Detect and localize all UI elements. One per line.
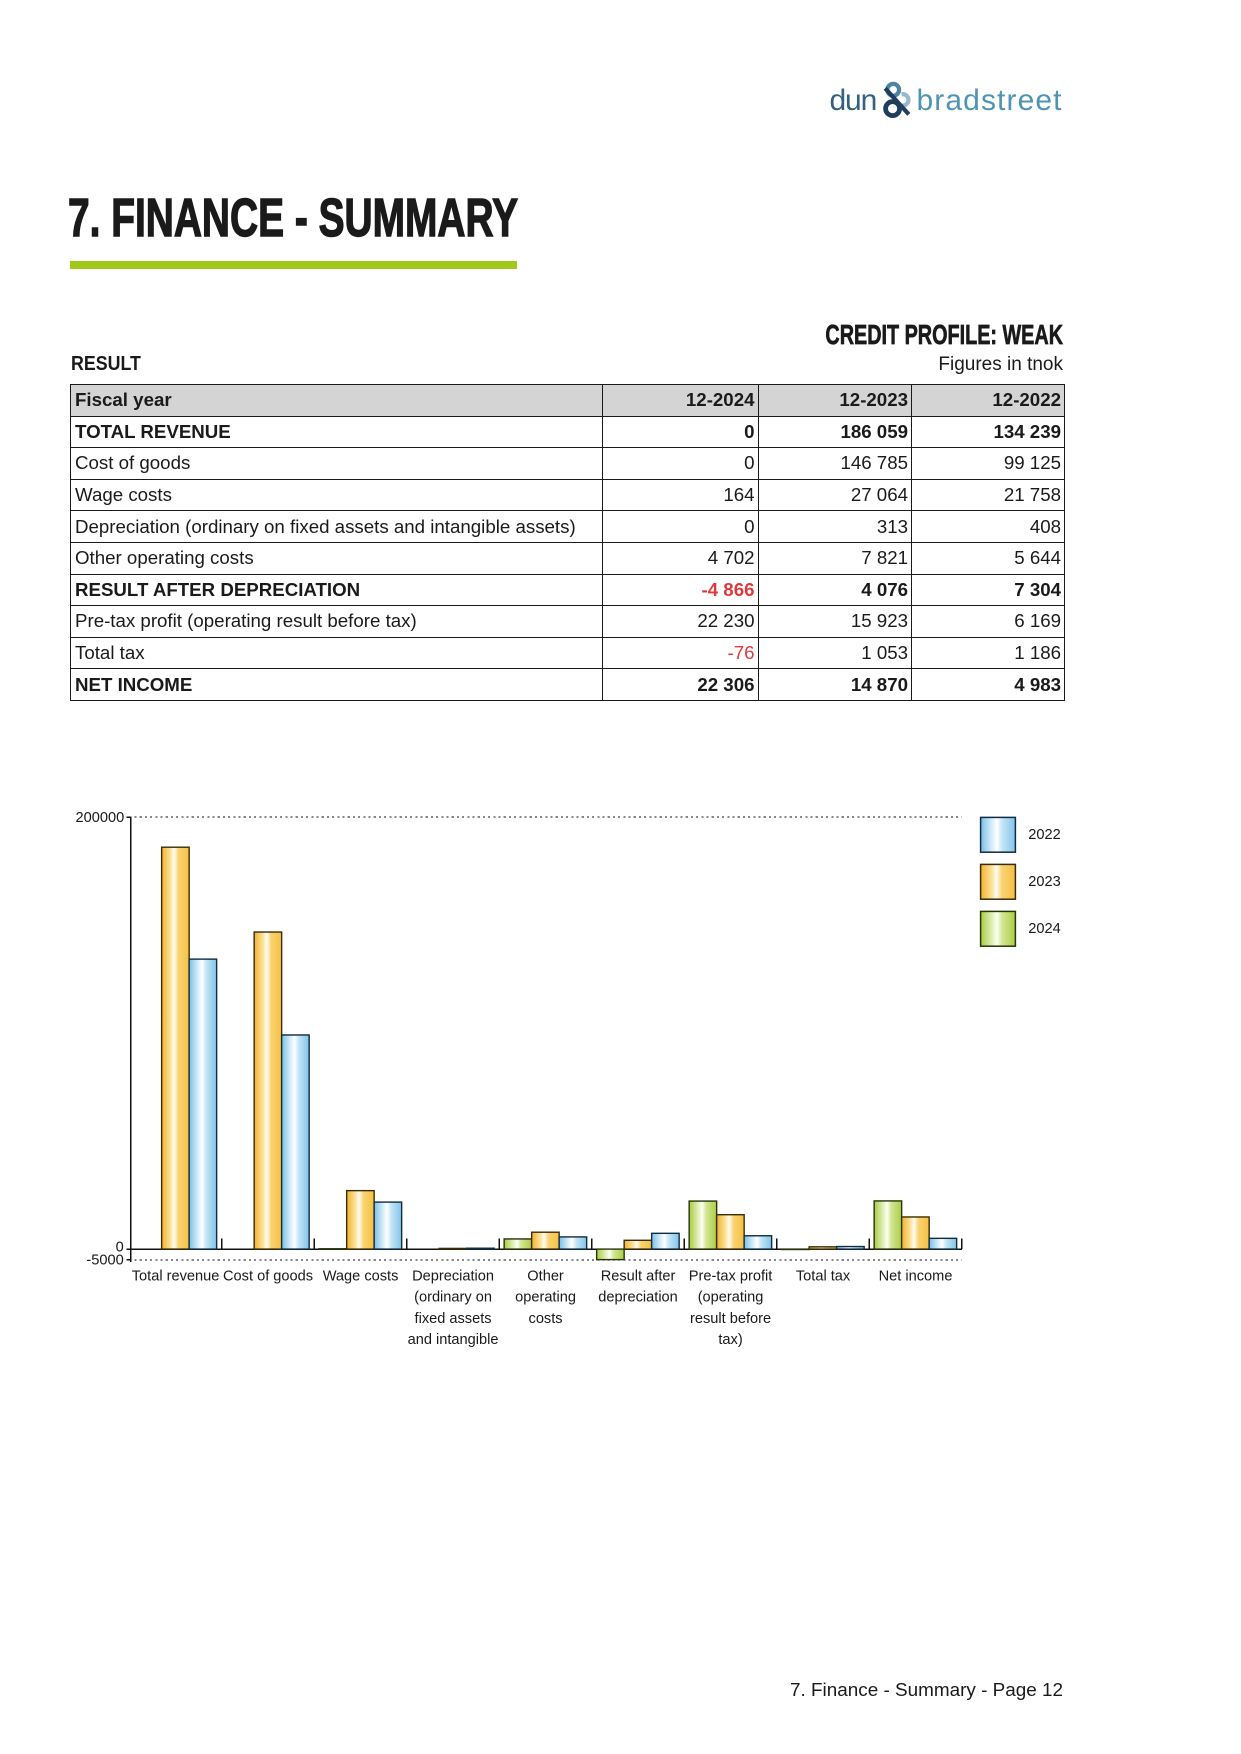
svg-text:Total tax: Total tax [796, 1268, 851, 1284]
svg-text:Net income: Net income [879, 1268, 953, 1284]
svg-text:bradstreet: bradstreet [917, 84, 1063, 117]
svg-text:Wage costs: Wage costs [323, 1268, 399, 1284]
svg-text:dun: dun [830, 84, 878, 117]
svg-text:2023: 2023 [1028, 874, 1060, 890]
svg-text:200000: 200000 [75, 810, 124, 826]
svg-text:0: 0 [116, 1240, 124, 1256]
svg-text:2024: 2024 [1028, 921, 1060, 937]
svg-text:-5000: -5000 [86, 1253, 123, 1269]
svg-text:2022: 2022 [1028, 827, 1060, 843]
svg-text:Cost of goods: Cost of goods [223, 1268, 313, 1284]
svg-text:Total revenue: Total revenue [132, 1268, 220, 1284]
